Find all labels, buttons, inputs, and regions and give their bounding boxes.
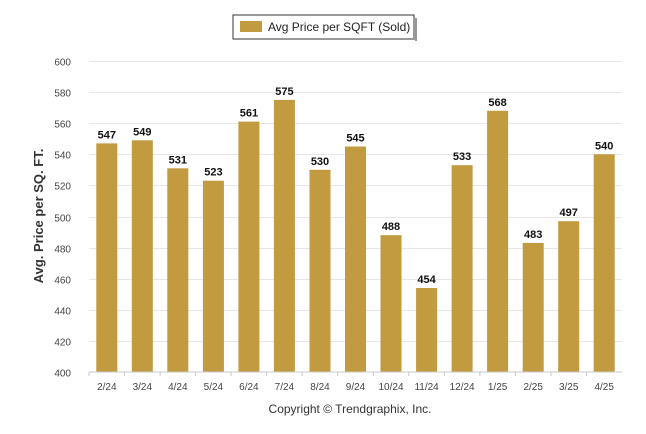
data-label: 483 bbox=[524, 229, 542, 241]
y-axis-ticks: 400 420 440 460 480 500 520 540 560 580 600 bbox=[54, 58, 71, 380]
y-tick-label: 420 bbox=[54, 338, 71, 349]
data-label: 575 bbox=[275, 86, 293, 98]
bar bbox=[167, 168, 189, 372]
data-label: 454 bbox=[417, 274, 436, 286]
x-tick-label: 9/24 bbox=[346, 382, 366, 393]
x-tick-label: 4/24 bbox=[168, 382, 188, 393]
bar bbox=[522, 242, 544, 372]
y-tick-label: 520 bbox=[54, 182, 71, 193]
x-tick-label: 4/25 bbox=[594, 382, 614, 393]
bar bbox=[131, 140, 153, 372]
bar bbox=[593, 154, 615, 372]
y-tick-label: 560 bbox=[54, 120, 71, 131]
legend-shadow-bottom bbox=[236, 38, 417, 40]
data-label: 549 bbox=[133, 126, 151, 138]
bar bbox=[309, 169, 331, 372]
x-tick-label: 11/24 bbox=[414, 382, 439, 393]
data-label: 545 bbox=[346, 133, 364, 145]
bar bbox=[487, 110, 509, 373]
data-label: 540 bbox=[595, 140, 613, 152]
legend-box bbox=[232, 14, 415, 40]
x-axis-ticks: 2/24 3/24 4/24 5/24 6/24 7/24 8/24 9/24 10/24 11/… bbox=[88, 372, 614, 393]
x-tick-label: 5/24 bbox=[204, 382, 224, 393]
y-tick-label: 500 bbox=[54, 214, 71, 225]
data-label: 568 bbox=[488, 97, 506, 109]
y-tick-label: 440 bbox=[54, 307, 71, 318]
bar bbox=[273, 99, 295, 373]
x-tick-label: 12/24 bbox=[450, 382, 475, 393]
bar bbox=[96, 143, 118, 372]
y-tick-label: 480 bbox=[54, 245, 71, 256]
x-tick-label: 1/25 bbox=[488, 382, 508, 393]
data-label: 533 bbox=[453, 151, 471, 163]
bar bbox=[416, 288, 438, 372]
y-tick-label: 580 bbox=[54, 89, 71, 100]
bar bbox=[380, 235, 402, 372]
x-tick-label: 7/24 bbox=[275, 382, 295, 393]
x-tick-label: 6/24 bbox=[239, 382, 259, 393]
bar bbox=[238, 121, 260, 372]
bar bbox=[558, 221, 580, 372]
legend: Avg Price per SQFT (Sold) bbox=[232, 14, 417, 41]
data-labels: 547 549 531 523 561 575 530 545 488 454 533 568 483 4… bbox=[98, 86, 614, 286]
x-tick-label: 2/25 bbox=[523, 382, 543, 393]
bar bbox=[345, 146, 366, 372]
y-tick-label: 600 bbox=[54, 58, 71, 69]
data-label: 523 bbox=[204, 167, 222, 179]
y-tick-label: 400 bbox=[54, 369, 71, 380]
legend-label: Avg Price per SQFT (Sold) bbox=[268, 20, 410, 34]
data-label: 547 bbox=[98, 129, 116, 141]
x-tick-label: 3/24 bbox=[133, 382, 153, 393]
bars bbox=[96, 99, 615, 373]
y-tick-label: 540 bbox=[54, 151, 71, 162]
y-tick-label: 460 bbox=[54, 276, 71, 287]
x-tick-label: 3/25 bbox=[559, 382, 579, 393]
copyright-footer: Copyright © Trendgraphix, Inc. bbox=[269, 402, 432, 416]
data-label: 561 bbox=[240, 108, 258, 120]
legend-shadow bbox=[415, 18, 417, 41]
x-tick-label: 10/24 bbox=[378, 382, 403, 393]
data-label: 497 bbox=[560, 207, 578, 219]
data-label: 488 bbox=[382, 221, 400, 233]
x-tick-label: 2/24 bbox=[97, 382, 117, 393]
bar bbox=[451, 165, 473, 372]
bar bbox=[202, 180, 224, 372]
data-label: 530 bbox=[311, 156, 329, 168]
legend-swatch bbox=[240, 21, 262, 32]
y-axis-label: Avg. Price per SQ. FT. bbox=[31, 149, 46, 284]
x-tick-label: 8/24 bbox=[310, 382, 330, 393]
data-label: 531 bbox=[169, 154, 187, 166]
